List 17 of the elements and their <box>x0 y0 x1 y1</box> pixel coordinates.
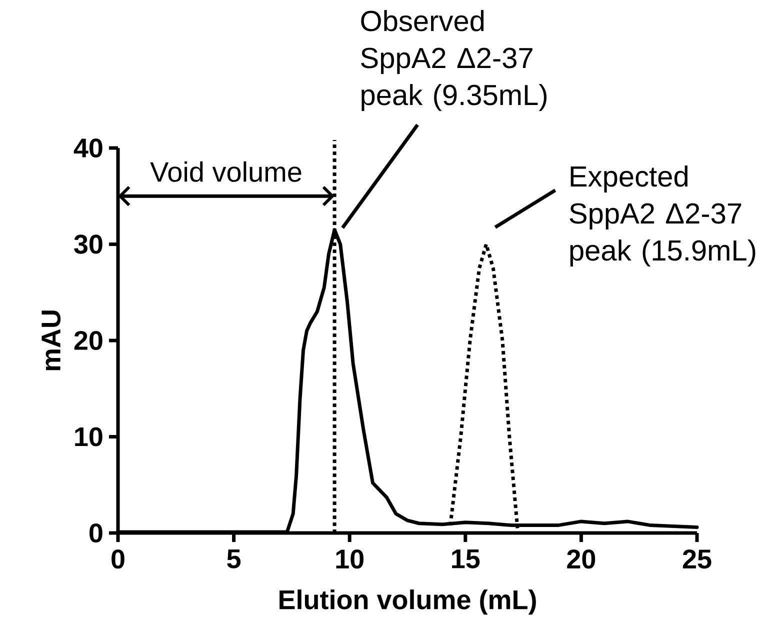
y-tick-label: 20 <box>74 330 102 350</box>
x-tick-label: 20 <box>567 550 596 569</box>
y-tick-label: 40 <box>74 138 102 158</box>
x-tick-label: 0 <box>112 550 124 569</box>
y-axis-title: mAU <box>42 310 61 370</box>
y-tick-label: 0 <box>90 523 102 543</box>
annotation: Void volume <box>150 161 302 182</box>
x-tick-label: 5 <box>227 550 241 568</box>
y-tick-label: 10 <box>75 427 102 446</box>
x-tick-label: 15 <box>452 550 480 568</box>
y-tick-label: 30 <box>74 234 102 254</box>
x-axis-title: Elution volume (mL) <box>280 590 536 615</box>
annotation: Expected SppA2 Δ2-37 peak (15.9mL) <box>570 165 756 266</box>
x-tick-label: 25 <box>682 550 712 569</box>
annotation: Observed SppA2 Δ2-37 peak (9.35mL) <box>361 10 547 112</box>
x-tick-label: 10 <box>336 550 364 569</box>
line-series <box>448 242 520 530</box>
